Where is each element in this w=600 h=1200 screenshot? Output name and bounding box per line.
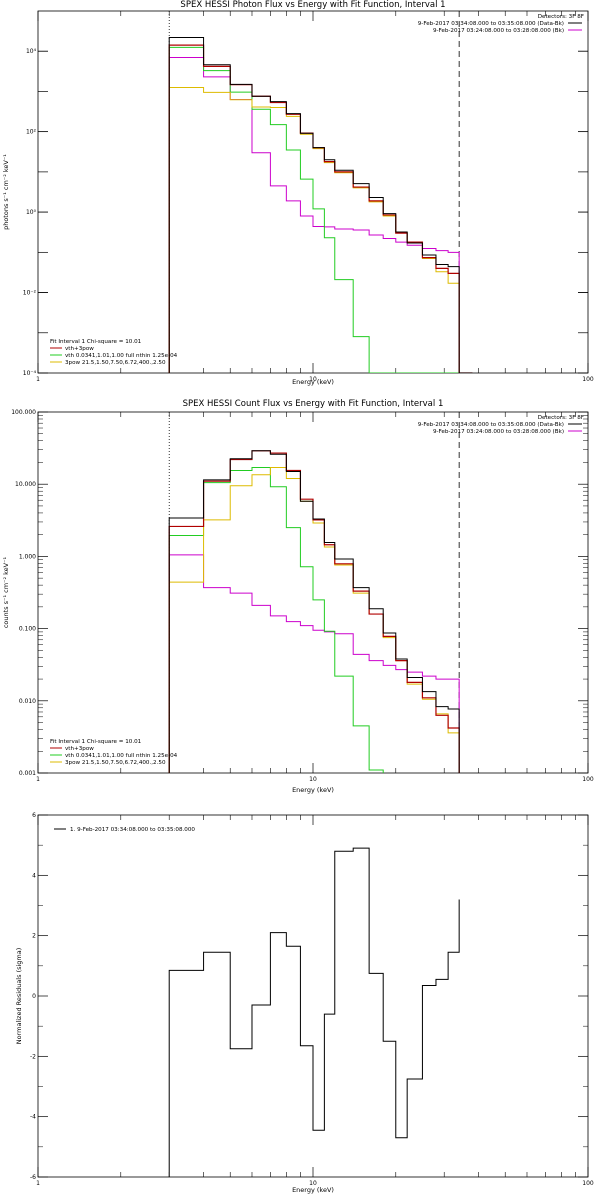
x-tick-label: 100 bbox=[582, 376, 594, 383]
residual-legend-entry: 1. 9-Feb-2017 03:34:08.000 to 03:35:08.0… bbox=[70, 827, 195, 833]
legend-entry: 9-Feb-2017 03:24:08.000 to 03:28:08.000 … bbox=[433, 28, 564, 34]
legend-entry: 9-Feb-2017 03:34:08.000 to 03:35:08.000 … bbox=[418, 21, 564, 27]
y-tick-label: 10⁰ bbox=[26, 209, 37, 216]
fit-legend-entry: vth+3pow bbox=[65, 346, 94, 352]
y-axis-label: counts s⁻¹ cm⁻² keV⁻¹ bbox=[2, 556, 10, 628]
y-tick-label: 4 bbox=[32, 872, 36, 879]
series-3-line bbox=[168, 87, 473, 373]
y-tick-label: 0 bbox=[32, 993, 36, 1000]
fit-legend-entry: 3pow 21.5,1.50,7.50,6.72,400.,2.50 bbox=[65, 760, 166, 766]
y-tick-label: -6 bbox=[30, 1174, 36, 1181]
series-3-line bbox=[168, 467, 460, 773]
series-1-line bbox=[168, 450, 460, 773]
y-tick-label: 1.000 bbox=[19, 553, 36, 560]
fit-legend-title: Fit Interval 1 Chi-square = 10.01 bbox=[50, 339, 142, 345]
y-tick-label: 10.000 bbox=[15, 481, 36, 488]
series-2-line bbox=[168, 467, 384, 773]
count-chart: 1 10 100 0.001 0.010 0.100 1.000 10.000 100.000 S… bbox=[2, 399, 594, 794]
y-tick-label: 100.000 bbox=[11, 409, 36, 416]
series-4-line bbox=[168, 56, 473, 373]
series-2-line bbox=[168, 46, 473, 373]
series-0-line bbox=[168, 450, 460, 773]
fit-legend-entry: 3pow 21.5,1.50,7.50,6.72,400.,2.50 bbox=[65, 360, 166, 366]
fit-legend-entry: vth 0.0341,1.01,1.00 full nthin 1.25e-04 bbox=[65, 753, 178, 759]
x-tick-label: 10 bbox=[309, 1180, 317, 1187]
y-tick-label: 10⁴ bbox=[26, 48, 37, 55]
fit-legend-entry: vth 0.0341,1.01,1.00 full nthin 1.25e-04 bbox=[65, 353, 178, 359]
count-data bbox=[168, 412, 460, 773]
fit-legend-title: Fit Interval 1 Chi-square = 10.01 bbox=[50, 739, 142, 745]
legend-entry: 9-Feb-2017 03:24:08.000 to 03:28:08.000 … bbox=[433, 429, 564, 435]
x-axis-label: Energy (keV) bbox=[292, 378, 334, 386]
x-tick-label: 100 bbox=[582, 776, 594, 783]
y-tick-label: 0.100 bbox=[19, 626, 36, 633]
y-tick-label: 10² bbox=[26, 129, 37, 136]
x-tick-label: 1 bbox=[36, 376, 40, 383]
y-tick-label: 10⁻² bbox=[23, 290, 37, 297]
y-tick-label: 0.001 bbox=[19, 770, 36, 777]
chart-title: SPEX HESSI Count Flux vs Energy with Fit… bbox=[183, 399, 444, 409]
fit-legend-entry: vth+3pow bbox=[65, 746, 94, 752]
x-tick-label: 10 bbox=[309, 776, 317, 783]
photon-chart: 1 10 100 10⁻⁴ 10⁻² 10⁰ 10² 10⁴ SPEX HESSI Photon… bbox=[2, 0, 594, 386]
x-axis-label: Energy (keV) bbox=[292, 786, 334, 794]
y-tick-label: 2 bbox=[32, 933, 36, 940]
y-tick-label: 10⁻⁴ bbox=[23, 370, 37, 377]
y-tick-label: 0.010 bbox=[19, 698, 36, 705]
series-0-line bbox=[168, 847, 460, 1177]
detectors-label: Detectors: 3F 8F bbox=[538, 14, 584, 20]
y-tick-label: 6 bbox=[32, 812, 36, 819]
y-tick-label: -4 bbox=[30, 1114, 36, 1121]
legend-entry: 9-Feb-2017 03:34:08.000 to 03:35:08.000 … bbox=[418, 422, 564, 428]
series-0-line bbox=[168, 36, 473, 373]
x-tick-label: 1 bbox=[36, 1180, 40, 1187]
series-4-line bbox=[168, 554, 460, 773]
x-tick-label: 100 bbox=[582, 1180, 594, 1187]
x-tick-label: 10 bbox=[309, 376, 317, 383]
x-tick-label: 1 bbox=[36, 776, 40, 783]
chart-title: SPEX HESSI Photon Flux vs Energy with Fi… bbox=[180, 0, 445, 10]
detectors-label: Detectors: 3F 8F bbox=[538, 415, 584, 421]
photon-data bbox=[168, 11, 473, 373]
x-axis-label: Energy (keV) bbox=[292, 1186, 334, 1194]
residuals-chart: 1 10 100 -6 -4 -2 0 2 4 6 Energy (keV) Normalized R… bbox=[15, 812, 594, 1194]
residuals-data bbox=[168, 847, 460, 1177]
y-axis-label: Normalized Residuals (sigma) bbox=[15, 948, 23, 1045]
y-axis-label: photons s⁻¹ cm⁻² keV⁻¹ bbox=[2, 154, 10, 230]
y-tick-label: -2 bbox=[30, 1053, 36, 1060]
